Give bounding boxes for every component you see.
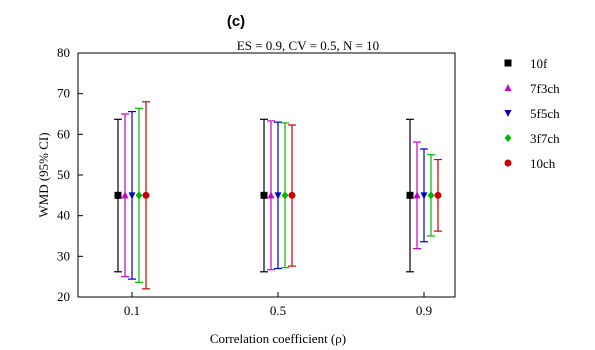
y-tick-label: 50 [57,167,70,182]
y-tick-label: 30 [57,248,70,263]
point-3f7ch [427,191,435,200]
x-tick-label: 0.9 [416,303,432,318]
point-7f3ch [121,191,129,199]
point-5f5ch [128,192,136,200]
point-10f [406,191,414,199]
x-tick-label: 0.5 [270,303,286,318]
legend-marker-7f3ch [504,84,512,91]
plot-area: 20 30 40 50 60 70 80 0.1 0.5 0.9 [57,45,456,318]
legend-label-10ch: 10ch [530,156,556,171]
point-10f [114,191,122,199]
point-3f7ch [135,191,143,200]
legend-label-3f7ch: 3f7ch [530,131,560,146]
point-7f3ch [267,191,275,199]
y-tick-label: 40 [57,208,70,223]
point-5f5ch [274,192,282,200]
x-tick-label: 0.1 [124,303,140,318]
legend-label-5f5ch: 5f5ch [530,106,560,121]
chart-subtitle: ES = 0.9, CV = 0.5, N = 10 [237,38,379,53]
plot-frame [77,52,456,298]
legend-marker-10ch [504,159,512,167]
panel-label: (c) [227,13,245,30]
point-7f3ch [413,191,421,199]
y-tick-label: 80 [57,45,70,60]
legend-label-10f: 10f [530,56,548,71]
point-3f7ch [281,191,289,200]
legend: 10f 7f3ch 5f5ch 3f7ch 10ch [504,56,560,171]
point-10ch [142,191,150,199]
y-tick-label: 60 [57,126,70,141]
y-axis-label: WMD (95% CI) [36,132,51,217]
legend-marker-5f5ch [504,110,512,117]
point-10f [260,191,268,199]
x-axis-label: Correlation coefficient (ρ) [210,331,346,346]
legend-label-7f3ch: 7f3ch [530,81,560,96]
legend-marker-3f7ch [504,134,512,142]
point-5f5ch [420,192,428,200]
point-10ch [288,191,296,199]
y-tick-label: 70 [57,86,70,101]
point-10ch [434,191,442,199]
y-tick-label: 20 [57,289,70,304]
legend-marker-10f [504,59,512,67]
